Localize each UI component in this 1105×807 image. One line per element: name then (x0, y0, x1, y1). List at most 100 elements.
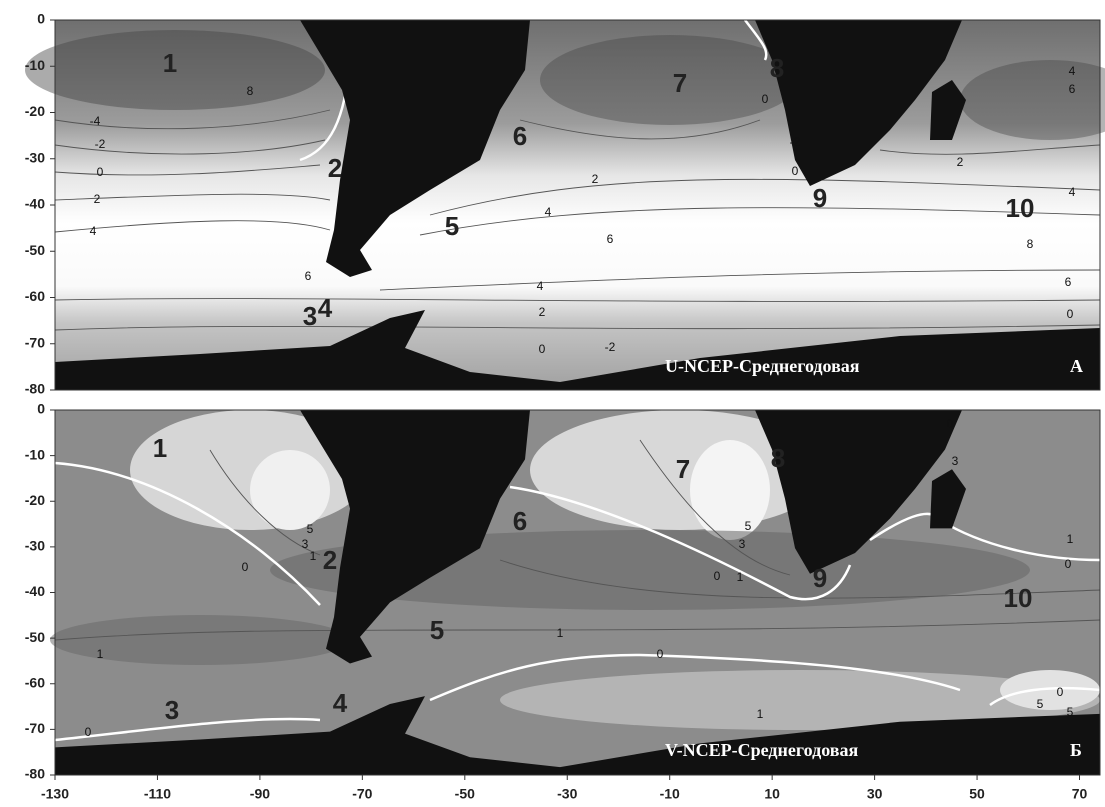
shade (50, 615, 350, 665)
y-tick-label: -50 (25, 242, 45, 258)
shade (540, 35, 800, 125)
contour-label: 6 (1069, 82, 1076, 96)
panel-a: U-NCEP-Среднегодовая А (25, 20, 1105, 390)
contour-label: 0 (85, 725, 92, 739)
contour-label: 1 (1067, 532, 1074, 546)
contour-label: 4 (1069, 185, 1076, 199)
contour-label: 0 (242, 560, 249, 574)
region-label: 4 (318, 293, 333, 323)
shade (690, 440, 770, 540)
region-label: 2 (323, 545, 337, 575)
contour-label: -2 (790, 135, 801, 149)
y-tick-label: -80 (25, 766, 45, 782)
y-tick-label: -60 (25, 288, 45, 304)
region-label: 3 (165, 695, 179, 725)
region-label: 7 (673, 68, 687, 98)
y-tick-label: -40 (25, 196, 45, 212)
contour-label: 0 (792, 164, 799, 178)
contour-label: -2 (95, 137, 106, 151)
y-tick-label: -80 (25, 381, 45, 397)
contour-label: 4 (1069, 64, 1076, 78)
y-tick-label: -30 (25, 538, 45, 554)
contour-label: 1 (97, 647, 104, 661)
panel-letter: А (1070, 356, 1083, 376)
y-tick-label: -60 (25, 674, 45, 690)
contour-label: 4 (90, 224, 97, 238)
panel-title: U-NCEP-Среднегодовая (665, 356, 860, 376)
panel-title: V-NCEP-Среднегодовая (665, 740, 858, 760)
contour-label: 2 (539, 305, 546, 319)
contour-label: 2 (94, 192, 101, 206)
contour-label: 4 (545, 205, 552, 219)
contour-label: 0 (762, 92, 769, 106)
region-label: 10 (1004, 583, 1033, 613)
y-tick-label: -70 (25, 334, 45, 350)
y-tick-label: -20 (25, 103, 45, 119)
contour-label: 0 (1057, 685, 1064, 699)
x-tick-label: 70 (1072, 786, 1088, 802)
y-tick-label: -30 (25, 149, 45, 165)
contour-label: 5 (1037, 697, 1044, 711)
region-label: 6 (513, 506, 527, 536)
region-label: 10 (1006, 193, 1035, 223)
region-label: 6 (513, 121, 527, 151)
contour-label: 5 (745, 519, 752, 533)
contour-label: 0 (657, 647, 664, 661)
y-tick-label: -20 (25, 492, 45, 508)
contour-label: 1 (737, 570, 744, 584)
contour-label: 2 (957, 155, 964, 169)
contour-label: 8 (1027, 237, 1034, 251)
region-label: 8 (770, 53, 784, 83)
contour-label: 0 (947, 417, 954, 431)
region-label: 9 (813, 183, 827, 213)
figure: U-NCEP-Среднегодовая А V-NCEP-Среднегодо… (0, 0, 1105, 807)
contour-label: 5 (307, 522, 314, 536)
x-tick-label: -50 (455, 786, 475, 802)
contour-label: 0 (714, 569, 721, 583)
y-tick-label: -50 (25, 629, 45, 645)
contour-label: 3 (952, 454, 959, 468)
contour-label: 1 (557, 626, 564, 640)
contour-label: 4 (537, 279, 544, 293)
x-tick-label: 50 (969, 786, 985, 802)
contour-label: 8 (247, 84, 254, 98)
contour-label: 6 (305, 269, 312, 283)
contour-label: 0 (1067, 307, 1074, 321)
contour-label: 6 (607, 232, 614, 246)
contour-label: -4 (90, 114, 101, 128)
x-tick-label: -30 (557, 786, 577, 802)
contour-label: -2 (605, 340, 616, 354)
contour-label: 0 (1065, 557, 1072, 571)
region-label: 4 (333, 688, 348, 718)
region-label: 1 (163, 48, 177, 78)
x-tick-label: 30 (867, 786, 883, 802)
contour-label: 1 (310, 549, 317, 563)
x-tick-label: -70 (352, 786, 372, 802)
contour-label: 3 (302, 537, 309, 551)
y-tick-label: 0 (37, 11, 45, 27)
region-label: 8 (771, 443, 785, 473)
page: {"lonlim": [-130, 74], "latlim": [0, -80… (0, 0, 1105, 807)
contour-label: 3 (739, 537, 746, 551)
contour-label: 0 (97, 165, 104, 179)
y-tick-label: -70 (25, 720, 45, 736)
x-tick-label: -110 (144, 786, 171, 802)
contour-label: 0 (539, 342, 546, 356)
region-label: 5 (445, 211, 459, 241)
x-tick-label: -10 (660, 786, 680, 802)
x-tick-label: -130 (41, 786, 69, 802)
region-label: 3 (303, 301, 317, 331)
panel-letter: Б (1070, 740, 1082, 760)
contour-label: 5 (1067, 705, 1074, 719)
contour-label: 1 (757, 707, 764, 721)
region-label: 1 (153, 433, 167, 463)
x-tick-label: 10 (764, 786, 780, 802)
region-label: 2 (328, 153, 342, 183)
region-label: 7 (676, 454, 690, 484)
shade (250, 450, 330, 530)
panel-b: V-NCEP-Среднегодовая Б (50, 410, 1100, 775)
y-tick-label: -40 (25, 583, 45, 599)
y-tick-label: -10 (25, 57, 45, 73)
y-tick-label: -10 (25, 446, 45, 462)
y-tick-label: 0 (37, 401, 45, 417)
